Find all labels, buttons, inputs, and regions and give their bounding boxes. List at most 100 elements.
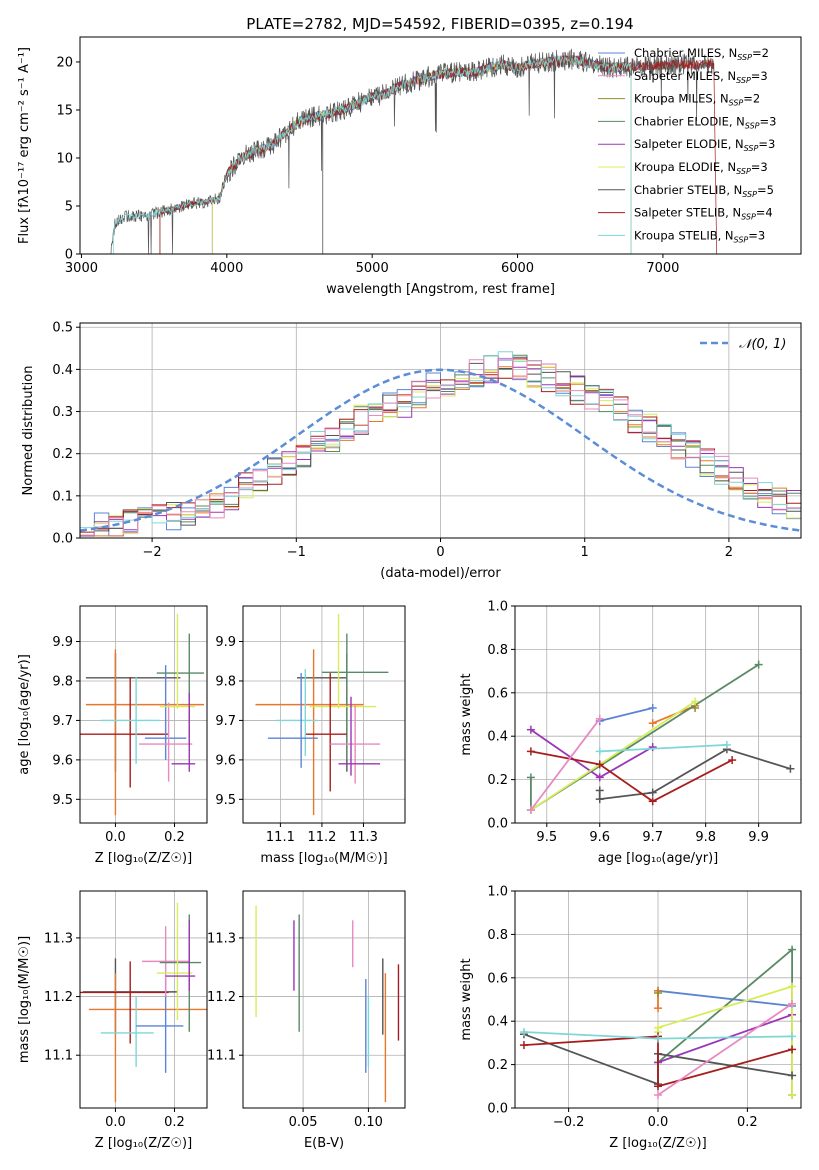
legend-label: Chabrier ELODIE, NSSP=3 (634, 114, 776, 130)
grid-age_vs_Z (80, 606, 207, 823)
legend-label: Salpeter ELODIE, NSSP=3 (634, 137, 775, 153)
y-tick-label: 0.0 (52, 532, 73, 547)
x-tick-label: 7000 (646, 261, 679, 276)
x-tick-label: 0.10 (354, 1115, 383, 1130)
axes-frame (79, 605, 208, 824)
x-tick-label: 9.5 (536, 830, 557, 845)
legend-label: 𝒩(0, 1) (739, 337, 786, 352)
y-tick-label: 9.6 (215, 753, 236, 768)
axes-residuals: −2 −1 0 1 2 0.0 0.1 0.2 0.3 0.4 0.5 (data-model)/er… (21, 321, 802, 581)
x-tick-label: 3000 (65, 261, 98, 276)
y-axis-label: mass weight (459, 958, 474, 1040)
x-tick-label: 1 (581, 545, 589, 560)
axes-spectrum: 3000 4000 5000 6000 7000 0 5 10 15 20 wavelength [… (17, 36, 802, 297)
weight-series (530, 750, 733, 803)
y-axis-label: mass weight (459, 673, 474, 755)
plot-area-weight_vs_age (526, 660, 795, 814)
gaussian-curve (80, 368, 801, 532)
y-tick-label: 1.0 (487, 885, 508, 900)
y-tick-label: 0.8 (487, 643, 508, 658)
x-tick-label: 6000 (501, 261, 534, 276)
y-tick-label: 11.2 (44, 990, 73, 1005)
weight-series (657, 1003, 793, 1096)
y-tick-label: 0.2 (487, 773, 508, 788)
axes-frame (79, 36, 802, 255)
y-tick-label: 0.4 (487, 1015, 508, 1030)
axes-weight_vs_age: 9.5 9.6 9.7 9.8 9.9 0.0 0.2 0.4 0.6 0.8 1.0 age [lo… (459, 600, 802, 866)
weight-series (657, 1013, 793, 1064)
y-tick-label: 11.1 (207, 1049, 236, 1064)
y-axis-label: age [log₁₀(age/yr)] (17, 654, 32, 775)
x-tick-label: 0.0 (105, 830, 126, 845)
x-tick-label: 0.2 (737, 1115, 758, 1130)
x-axis-label: (data-model)/error (380, 566, 501, 581)
y-tick-label: 5 (65, 199, 73, 214)
axes-frame (242, 890, 406, 1109)
plot-area-residuals (80, 351, 801, 537)
x-tick-label: 0.0 (105, 1115, 126, 1130)
y-tick-label: 9.5 (215, 793, 236, 808)
axes-frame (242, 605, 406, 824)
spectrum-line (211, 55, 632, 254)
x-tick-label: 5000 (356, 261, 389, 276)
x-tick-label: 11.1 (266, 830, 295, 845)
axes-age_vs_Z: 0.0 0.2 9.5 9.6 9.7 9.8 9.9 Z [log₁₀(Z/Z☉)] age … (17, 605, 208, 866)
y-tick-label: 9.9 (52, 635, 73, 650)
weight-series (530, 718, 601, 811)
grid-mass_vs_EBV (243, 891, 405, 1108)
y-tick-label: 9.7 (215, 714, 236, 729)
y-tick-label: 0 (65, 248, 73, 263)
legend-label: Kroupa STELIB, NSSP=3 (634, 228, 765, 244)
legend-label: Salpeter STELIB, NSSP=4 (634, 206, 773, 222)
x-axis-label: E(B-V) (304, 1136, 344, 1151)
x-tick-label: 0.0 (648, 1115, 669, 1130)
spectrum-line (211, 55, 632, 254)
y-tick-label: 0.3 (52, 405, 73, 420)
y-tick-label: 11.1 (44, 1049, 73, 1064)
x-tick-label: 2 (725, 545, 733, 560)
axes-age_vs_mass: 11.1 11.2 11.3 9.5 9.6 9.7 9.8 9.9 mass [log₁₀(M… (215, 605, 406, 866)
grid-age_vs_mass (243, 606, 405, 823)
plot-area-weight_vs_Z (519, 945, 797, 1099)
axes-frame (79, 890, 208, 1109)
y-tick-label: 0.6 (487, 686, 508, 701)
weight-series (657, 989, 793, 1007)
x-tick-label: 9.6 (589, 830, 610, 845)
weight-series (657, 985, 793, 1095)
weight-series (598, 748, 791, 801)
x-tick-label: 11.3 (349, 830, 378, 845)
y-tick-label: 0.4 (52, 363, 73, 378)
x-tick-label: 0.2 (164, 830, 185, 845)
x-axis-label: wavelength [Angstrom, rest frame] (326, 282, 555, 297)
y-tick-label: 0.0 (487, 817, 508, 832)
y-tick-label: 10 (56, 151, 73, 166)
x-axis-label: mass [log₁₀(M/M☉)] (260, 851, 387, 866)
x-tick-label: 0.05 (289, 1115, 318, 1130)
legend-label: Chabrier STELIB, NSSP=5 (634, 183, 774, 199)
grid-mass_vs_Z (80, 891, 207, 1108)
y-tick-label: 9.8 (52, 674, 73, 689)
y-axis-label: mass [log₁₀(M/M☉)] (17, 936, 32, 1063)
weight-series (599, 707, 653, 722)
y-tick-label: 0.1 (52, 489, 73, 504)
x-tick-label: 0 (436, 545, 444, 560)
plot-area-spectrum (110, 48, 718, 254)
y-tick-label: 0.2 (52, 447, 73, 462)
y-tick-label: 11.2 (207, 990, 236, 1005)
y-tick-label: 9.6 (52, 753, 73, 768)
y-axis-label: Flux [fλ10⁻¹⁷ erg cm⁻² s⁻¹ A⁻¹] (17, 47, 32, 244)
legend-label: Kroupa MILES, NSSP=2 (634, 92, 760, 108)
histogram-series (80, 357, 801, 536)
weight-series (599, 744, 727, 753)
x-tick-label: −2 (143, 545, 162, 560)
y-tick-label: 0.2 (487, 1058, 508, 1073)
x-axis-label: age [log₁₀(age/yr)] (598, 851, 719, 866)
x-axis-label: Z [log₁₀(Z/Z☉)] (95, 851, 192, 866)
axes-frame (514, 605, 802, 824)
legend-label: Chabrier MILES, NSSP=2 (634, 46, 769, 62)
weight-series (523, 1035, 793, 1088)
x-tick-label: 0.2 (164, 1115, 185, 1130)
x-tick-label: 11.2 (307, 830, 336, 845)
legend-label: Salpeter MILES, NSSP=3 (634, 69, 768, 85)
